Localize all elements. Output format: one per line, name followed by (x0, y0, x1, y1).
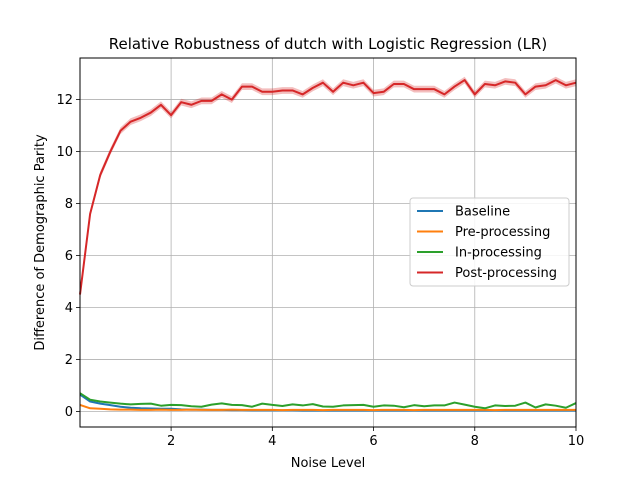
x-tick-label: 2 (167, 434, 175, 449)
x-tick-label: 8 (471, 434, 479, 449)
legend-label-post-processing: Post-processing (455, 266, 557, 281)
x-tick-label: 4 (268, 434, 276, 449)
y-axis-ticks: 0 2 4 6 8 10 12 (56, 93, 80, 420)
legend-box (409, 197, 570, 287)
series-lines (79, 79, 577, 412)
y-axis-label: Difference of Demographic Parity (33, 134, 48, 351)
pre-processing-line (79, 403, 576, 412)
legend: Baseline Pre-processing In-processing Post-… (409, 197, 570, 287)
legend-label-in-processing: In-processing (455, 246, 542, 261)
post-processing-line (79, 79, 577, 295)
y-tick-label: 0 (65, 405, 73, 420)
y-tick-label: 6 (65, 249, 73, 264)
x-tick-label: 10 (568, 434, 585, 449)
y-tick-label: 2 (65, 353, 73, 368)
y-tick-label: 12 (56, 93, 73, 108)
y-tick-label: 4 (65, 301, 73, 316)
x-axis-ticks: 2 4 6 8 10 (167, 427, 584, 449)
y-tick-label: 8 (65, 197, 73, 212)
y-tick-label: 10 (56, 145, 73, 160)
chart-title: Relative Robustness of dutch with Logist… (109, 35, 547, 53)
legend-label-baseline: Baseline (455, 205, 510, 220)
x-tick-label: 6 (369, 434, 377, 449)
plot-frame (79, 57, 577, 428)
legend-label-pre-processing: Pre-processing (455, 225, 550, 240)
in-processing-line (79, 392, 577, 410)
x-axis-label: Noise Level (291, 456, 366, 471)
